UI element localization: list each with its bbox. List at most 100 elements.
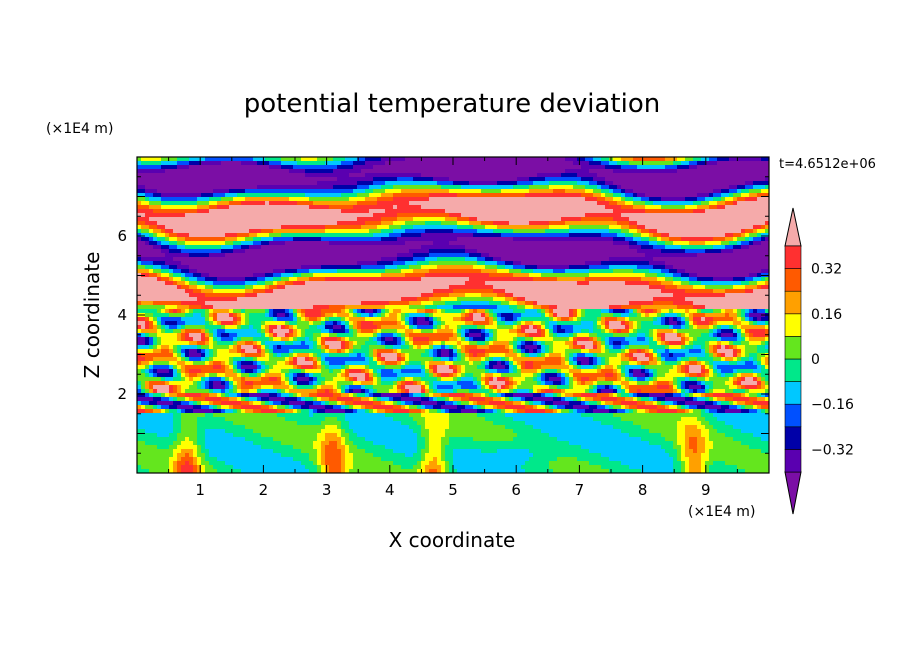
field-cell bbox=[657, 265, 662, 270]
field-cell bbox=[377, 233, 382, 238]
field-cell bbox=[141, 261, 146, 266]
field-cell bbox=[289, 185, 294, 190]
field-cell bbox=[489, 237, 494, 242]
field-cell bbox=[297, 177, 302, 182]
field-cell bbox=[277, 181, 282, 186]
field-cell bbox=[433, 169, 438, 174]
field-cell bbox=[585, 241, 590, 246]
field-cell bbox=[593, 269, 598, 274]
field-cell bbox=[161, 193, 166, 198]
field-cell bbox=[185, 185, 190, 190]
field-cell bbox=[337, 193, 342, 198]
field-cell bbox=[493, 257, 498, 262]
field-cell bbox=[733, 245, 738, 250]
field-cell bbox=[641, 229, 646, 234]
field-cell bbox=[261, 213, 266, 218]
field-cell bbox=[677, 269, 682, 274]
field-cell bbox=[749, 201, 754, 206]
field-cell bbox=[217, 201, 222, 206]
field-cell bbox=[265, 265, 270, 270]
field-cell bbox=[269, 165, 274, 170]
field-cell bbox=[313, 261, 318, 266]
field-cell bbox=[377, 237, 382, 242]
field-cell bbox=[625, 201, 630, 206]
field-cell bbox=[529, 249, 534, 254]
field-cell bbox=[673, 229, 678, 234]
field-cell bbox=[205, 229, 210, 234]
field-cell bbox=[721, 257, 726, 262]
field-cell bbox=[509, 181, 514, 186]
field-cell bbox=[665, 261, 670, 266]
field-cell bbox=[697, 249, 702, 254]
field-cell bbox=[361, 217, 366, 222]
field-cell bbox=[261, 217, 266, 222]
field-cell bbox=[585, 193, 590, 198]
field-cell bbox=[665, 249, 670, 254]
field-cell bbox=[725, 173, 730, 178]
field-cell bbox=[213, 269, 218, 274]
field-cell bbox=[741, 221, 746, 226]
field-cell bbox=[665, 273, 670, 278]
field-cell bbox=[625, 197, 630, 202]
field-cell bbox=[617, 209, 622, 214]
field-cell bbox=[197, 161, 202, 166]
field-cell bbox=[693, 237, 698, 242]
field-cell bbox=[281, 237, 286, 242]
field-cell bbox=[621, 165, 626, 170]
field-cell bbox=[457, 233, 462, 238]
field-cell bbox=[341, 249, 346, 254]
field-cell bbox=[237, 241, 242, 246]
field-cell bbox=[541, 189, 546, 194]
field-cell bbox=[705, 253, 710, 258]
field-cell bbox=[397, 217, 402, 222]
field-cell bbox=[401, 193, 406, 198]
field-cell bbox=[665, 241, 670, 246]
field-cell bbox=[517, 197, 522, 202]
field-cell bbox=[569, 161, 574, 166]
field-cell bbox=[293, 269, 298, 274]
field-cell bbox=[265, 209, 270, 214]
field-cell bbox=[565, 217, 570, 222]
field-cell bbox=[525, 181, 530, 186]
field-cell bbox=[373, 233, 378, 238]
field-cell bbox=[237, 157, 242, 162]
field-cell bbox=[665, 257, 670, 262]
field-cell bbox=[205, 157, 210, 162]
field-cell bbox=[493, 181, 498, 186]
field-cell bbox=[693, 233, 698, 238]
field-cell bbox=[301, 277, 306, 282]
field-cell bbox=[469, 173, 474, 178]
field-cell bbox=[345, 189, 350, 194]
field-cell bbox=[397, 213, 402, 218]
field-cell bbox=[253, 181, 258, 186]
field-cell bbox=[237, 269, 242, 274]
field-cell bbox=[529, 209, 534, 214]
field-cell bbox=[353, 281, 358, 286]
field-cell bbox=[205, 253, 210, 258]
field-cell bbox=[189, 209, 194, 214]
field-cell bbox=[509, 173, 514, 178]
field-cell bbox=[445, 221, 450, 226]
field-cell bbox=[473, 205, 478, 210]
field-cell bbox=[137, 229, 142, 234]
field-cell bbox=[149, 245, 154, 250]
field-cell bbox=[617, 197, 622, 202]
field-cell bbox=[177, 233, 182, 238]
field-cell bbox=[533, 245, 538, 250]
field-cell bbox=[161, 257, 166, 262]
field-cell bbox=[557, 257, 562, 262]
field-cell bbox=[157, 217, 162, 222]
field-cell bbox=[521, 185, 526, 190]
field-cell bbox=[613, 229, 618, 234]
field-cell bbox=[421, 185, 426, 190]
field-cell bbox=[721, 193, 726, 198]
field-cell bbox=[145, 281, 150, 286]
field-cell bbox=[409, 193, 414, 198]
field-cell bbox=[241, 185, 246, 190]
field-cell bbox=[173, 157, 178, 162]
field-cell bbox=[381, 269, 386, 274]
field-cell bbox=[321, 173, 326, 178]
field-cell bbox=[173, 177, 178, 182]
field-cell bbox=[481, 165, 486, 170]
field-cell bbox=[277, 217, 282, 222]
